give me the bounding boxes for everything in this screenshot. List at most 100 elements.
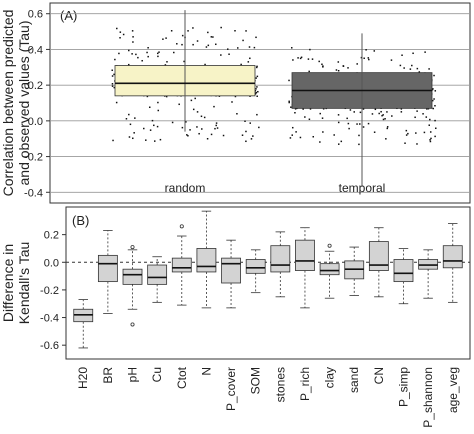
box-BR [97, 254, 118, 283]
jitter-point [178, 103, 180, 106]
jitter-point [171, 121, 174, 124]
jitter-point [386, 111, 388, 113]
jitter-point [290, 106, 292, 108]
jitter-point [153, 124, 155, 127]
jitter-point [215, 124, 217, 127]
x-label-CN: CN [372, 367, 386, 384]
jitter-point [340, 140, 343, 143]
x-label-SOM: SOM [249, 367, 263, 394]
jitter-point [359, 123, 361, 125]
jitter-point [129, 123, 132, 126]
jitter-point [157, 55, 159, 58]
jitter-point [429, 118, 431, 121]
jitter-point [405, 129, 408, 132]
jitter-point [249, 57, 251, 60]
jitter-point [255, 77, 257, 79]
jitter-point [404, 142, 406, 144]
jitter-point [183, 60, 185, 63]
panel-b-y-tick-label: -0.6 [40, 340, 59, 352]
panel-a-boxes [114, 10, 433, 187]
box-Ctot [171, 257, 192, 273]
x-label-random: random [165, 181, 206, 195]
jitter-point [415, 132, 417, 134]
jitter-point [210, 36, 213, 38]
jitter-point [374, 108, 377, 111]
box-CN [368, 241, 389, 271]
jitter-point [216, 127, 219, 129]
jitter-point [196, 111, 199, 113]
jitter-point [151, 119, 154, 122]
jitter-point [309, 108, 312, 110]
jitter-point [255, 91, 258, 94]
jitter-point [432, 107, 435, 110]
jitter-point [128, 49, 130, 52]
outlier-Ctot [179, 224, 184, 229]
jitter-point [227, 48, 229, 50]
jitter-point [371, 113, 374, 115]
jitter-point [358, 143, 360, 146]
jitter-point [131, 53, 133, 55]
jitter-point [253, 46, 256, 49]
jitter-point [321, 117, 324, 119]
jitter-point [196, 126, 198, 128]
jitter-point [113, 86, 116, 89]
jitter-point [429, 140, 432, 143]
jitter-point [431, 99, 434, 102]
jitter-point [368, 58, 370, 61]
jitter-point [403, 67, 405, 69]
jitter-point [125, 118, 128, 120]
jitter-point [153, 140, 156, 142]
jitter-point [289, 137, 292, 139]
jitter-point [132, 36, 134, 38]
jitter-point [234, 95, 237, 98]
panel-b-y-tick-label: -0.4 [40, 313, 59, 325]
jitter-point [297, 57, 299, 59]
x-label-P_shannon: P_shannon [421, 367, 435, 428]
jitter-point [255, 36, 257, 39]
jitter-point [360, 56, 363, 59]
jitter-point [405, 134, 408, 136]
jitter-point [349, 109, 352, 111]
jitter-point [322, 65, 324, 67]
jitter-point [111, 85, 114, 87]
jitter-point [434, 90, 437, 92]
jitter-point [412, 52, 414, 55]
outlier-clay [327, 243, 332, 248]
jitter-point [292, 59, 294, 61]
jitter-point [192, 43, 194, 46]
panel-b-x-labels: H20 BR pH Cu Ctot N P_cover SOM stones P_rich clay… [76, 366, 460, 427]
jitter-point [119, 31, 122, 33]
jitter-point [242, 39, 244, 42]
jitter-point [416, 67, 419, 70]
jitter-point [418, 71, 421, 73]
jitter-point [385, 138, 387, 140]
x-label-age_veg: age_veg [446, 367, 460, 413]
jitter-point [411, 64, 413, 67]
jitter-point [198, 132, 200, 135]
jitter-point [248, 46, 251, 48]
jitter-point [119, 37, 121, 39]
jitter-point [192, 27, 194, 29]
jitter-point [149, 129, 152, 131]
jitter-point [220, 26, 222, 29]
jitter-point [422, 113, 424, 115]
jitter-point [192, 108, 195, 111]
panel-a-y-tick-label: 0.0 [28, 116, 43, 128]
jitter-point [200, 115, 203, 118]
panel-a-y-tick-label: -0.2 [24, 152, 43, 164]
x-label-clay: clay [323, 367, 337, 388]
jitter-point [429, 131, 432, 133]
jitter-point [307, 58, 310, 60]
jitter-point [128, 113, 130, 116]
jitter-point [382, 114, 384, 116]
jitter-point [222, 134, 225, 137]
jitter-point [400, 111, 403, 113]
box-SOM [245, 259, 266, 274]
jitter-point [358, 134, 360, 137]
jitter-point [194, 97, 196, 100]
jitter-point [236, 113, 238, 115]
jitter-point [255, 88, 257, 90]
jitter-point [367, 122, 370, 125]
jitter-point [127, 63, 130, 66]
jitter-point [137, 56, 139, 59]
